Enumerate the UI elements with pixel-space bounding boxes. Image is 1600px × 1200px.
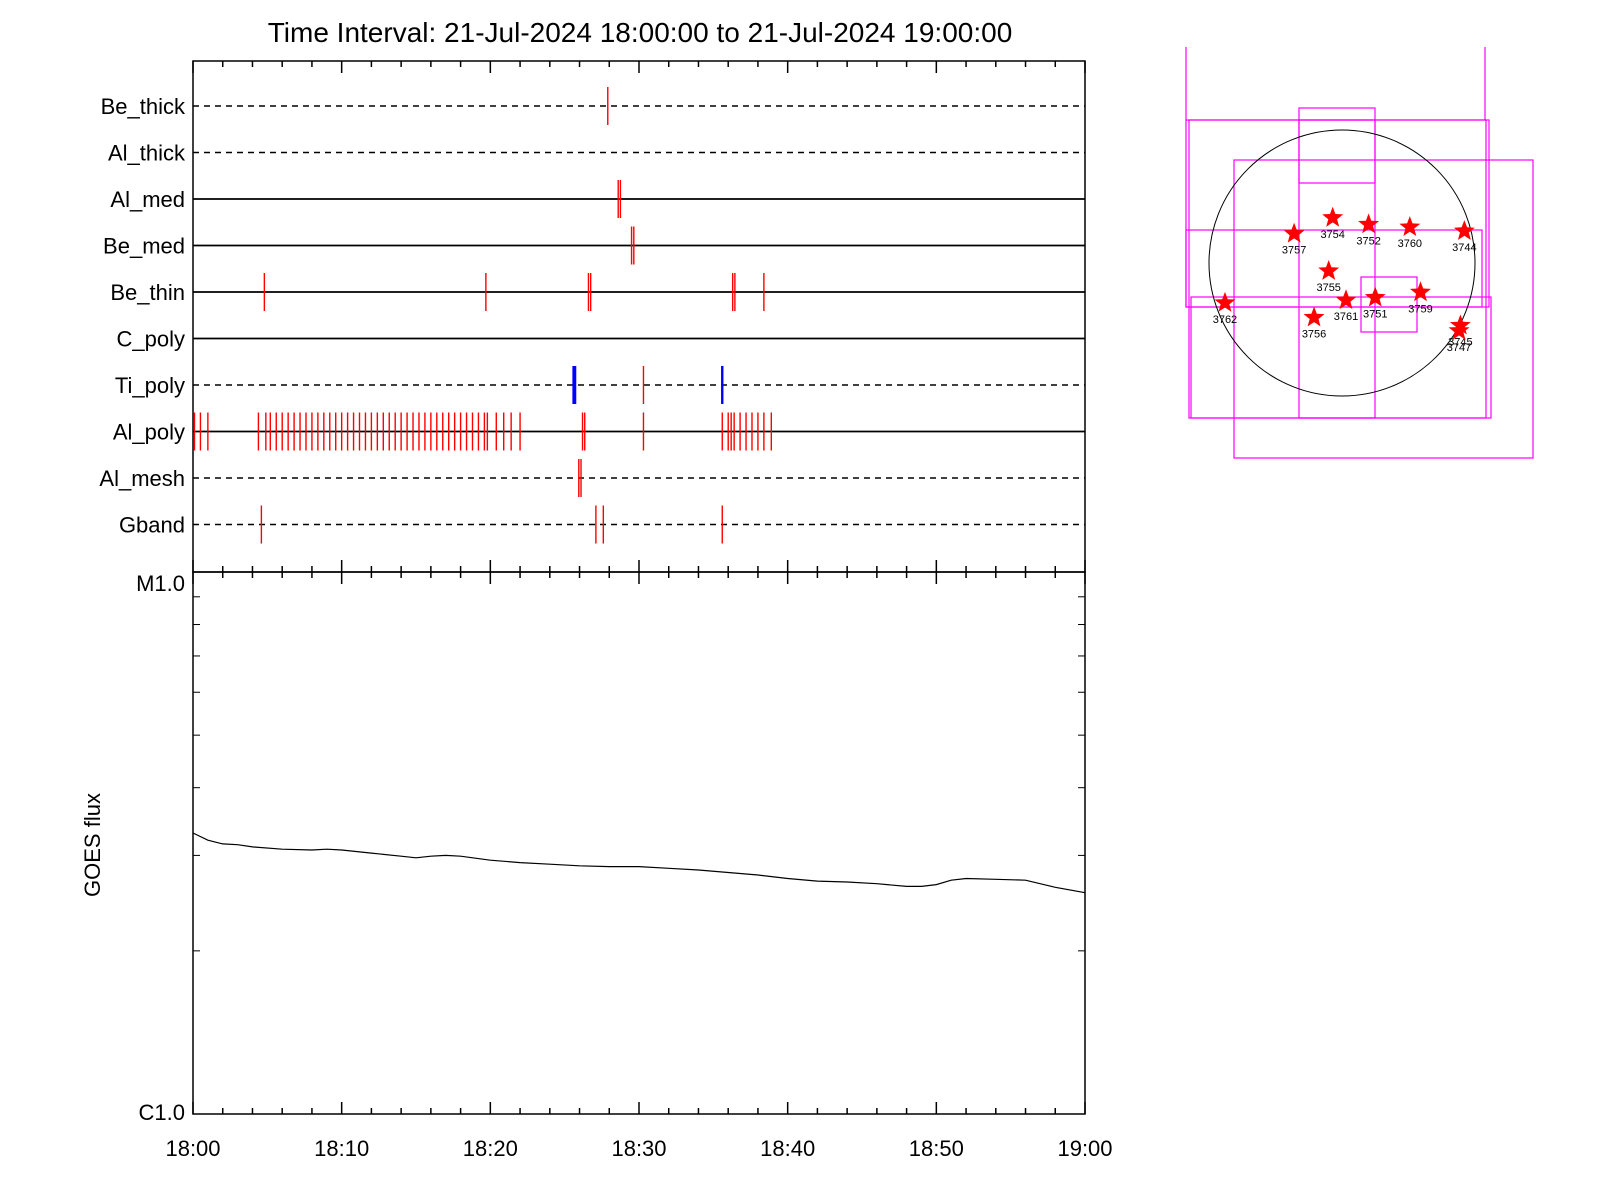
region-marker <box>1303 306 1325 327</box>
chart-title: Time Interval: 21-Jul-2024 18:00:00 to 2… <box>268 17 1013 48</box>
region-marker <box>1399 216 1421 236</box>
x-tick-label: 18:20 <box>463 1136 518 1161</box>
region-marker <box>1358 213 1380 234</box>
region-marker <box>1322 206 1344 227</box>
region-marker <box>1410 281 1431 302</box>
region-marker <box>1283 222 1305 243</box>
region-label: 3744 <box>1452 242 1476 254</box>
region-marker <box>1335 289 1357 310</box>
region-marker <box>1364 286 1386 307</box>
region-label: 3751 <box>1363 309 1387 321</box>
y-tick-label-min: C1.0 <box>139 1100 185 1125</box>
fov-box <box>1298 107 1376 184</box>
region-label: 3754 <box>1320 229 1344 241</box>
x-tick-label: 18:00 <box>165 1136 220 1161</box>
row-label-be_thin: Be_thin <box>110 280 185 305</box>
goes-frame <box>192 571 1086 1115</box>
row-label-be_thick: Be_thick <box>101 94 186 119</box>
row-label-al_thick: Al_thick <box>108 141 186 166</box>
region-marker <box>1453 220 1475 240</box>
region-label: 3747 <box>1447 342 1471 354</box>
region-label: 3762 <box>1213 314 1237 326</box>
region-label: 3761 <box>1334 311 1358 323</box>
fov-box <box>1233 159 1534 459</box>
goes-flux-panel: M1.0 C1.0 GOES flux 18:00 18:10 18:20 18:30 18:… <box>80 571 1113 1161</box>
region-label: 3752 <box>1356 235 1380 247</box>
region-marker <box>1318 260 1340 280</box>
region-label: 3745 <box>1448 337 1472 349</box>
region-label: 3757 <box>1282 245 1306 257</box>
fov-box <box>1185 229 1483 308</box>
timeline-frame <box>192 60 1086 573</box>
row-label-c_poly: C_poly <box>117 327 185 352</box>
goes-flux-line <box>192 832 1086 894</box>
row-label-be_med: Be_med <box>103 234 185 259</box>
fov-box <box>1185 119 1490 308</box>
region-marker <box>1214 291 1236 312</box>
x-tick-label: 19:00 <box>1057 1136 1112 1161</box>
row-label-gband: Gband <box>119 513 185 538</box>
y-tick-label-max: M1.0 <box>136 571 185 596</box>
x-tick-label: 18:40 <box>760 1136 815 1161</box>
x-tick-label: 18:50 <box>909 1136 964 1161</box>
row-label-ti_poly: Ti_poly <box>115 373 185 398</box>
x-tick-label: 18:10 <box>314 1136 369 1161</box>
region-label: 3755 <box>1316 282 1340 294</box>
region-label: 3756 <box>1302 329 1326 341</box>
row-label-al_poly: Al_poly <box>113 420 185 445</box>
x-tick-label: 18:30 <box>611 1136 666 1161</box>
solar-limb <box>1208 129 1476 397</box>
region-label: 3759 <box>1408 303 1432 315</box>
solar-disk-map: 3757 3754 3752 3760 3744 3755 3762 3761 3751 3759… <box>1185 47 1534 459</box>
y-axis-label: GOES flux <box>80 793 105 897</box>
row-label-al_med: Al_med <box>110 187 185 212</box>
row-label-al_mesh: Al_mesh <box>99 466 185 491</box>
fov-box <box>1360 276 1418 333</box>
region-marker <box>1448 319 1470 340</box>
region-label: 3760 <box>1398 238 1422 250</box>
timeline-panel: Be_thick Al_thick Al_med Be_med Be_thin C_pol… <box>99 60 1086 573</box>
